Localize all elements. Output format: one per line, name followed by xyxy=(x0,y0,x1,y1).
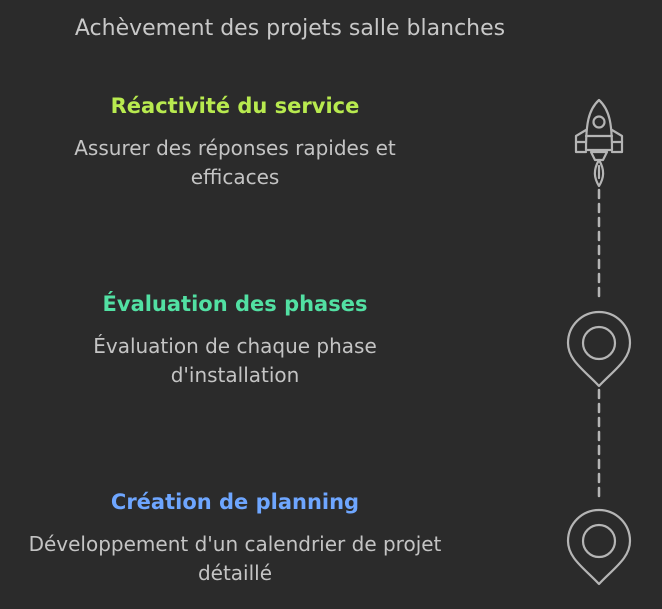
step-heading: Évaluation des phases xyxy=(102,292,368,316)
step-description: Développement d'un calendrier de projet … xyxy=(28,532,442,585)
diagram-title: Achèvement des projets salle blanches xyxy=(74,16,506,41)
step-evaluation: Évaluation des phases Évaluation de chaq… xyxy=(0,292,470,390)
step-heading: Réactivité du service xyxy=(110,94,360,118)
step-description: Assurer des réponses rapides et efficace… xyxy=(74,136,396,189)
step-planning: Création de planning Développement d'un … xyxy=(0,490,470,588)
step-description: Évaluation de chaque phase d'installatio… xyxy=(93,334,377,387)
step-heading: Création de planning xyxy=(110,490,360,514)
rocket-icon xyxy=(574,98,624,188)
map-pin-icon xyxy=(566,508,632,586)
map-pin-icon xyxy=(566,310,632,388)
step-reactivite: Réactivité du service Assurer des répons… xyxy=(0,94,470,192)
